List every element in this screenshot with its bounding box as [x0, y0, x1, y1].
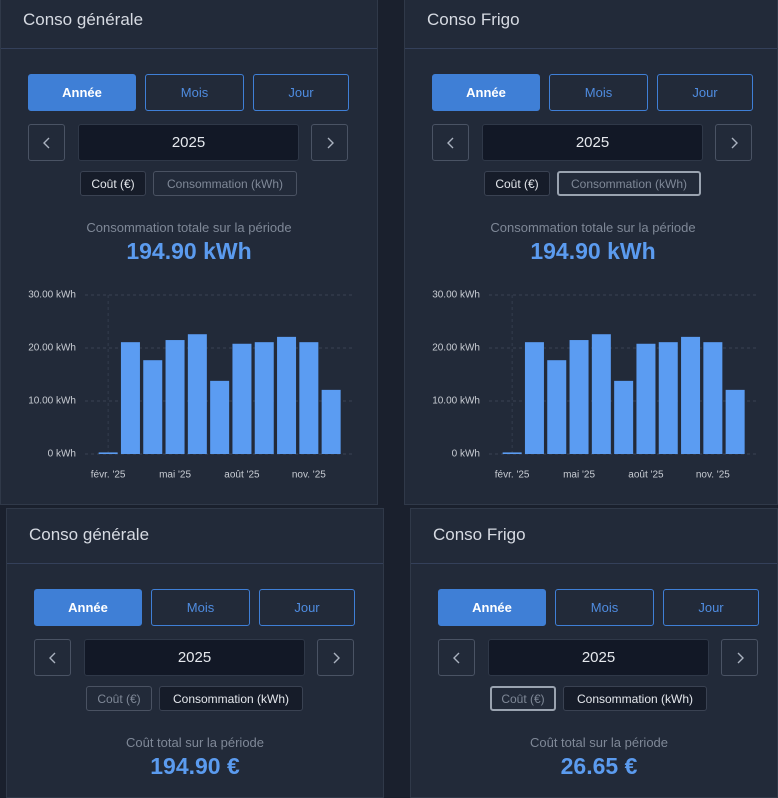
bar: [658, 342, 678, 454]
toggle-button[interactable]: Coût (€): [80, 171, 146, 196]
next-button[interactable]: [721, 639, 758, 676]
year-display: 2025: [488, 639, 709, 676]
panel-title: Conso générale: [23, 10, 144, 29]
total-label: Coût total sur la période: [529, 735, 669, 750]
period-button[interactable]: Année: [438, 589, 546, 626]
chevron-icon: [42, 137, 49, 148]
prev-button[interactable]: [28, 124, 65, 161]
bar: [502, 452, 522, 454]
bar: [98, 452, 118, 454]
bar: [547, 360, 567, 454]
chevron-icon: [333, 652, 340, 663]
period-button[interactable]: Mois: [555, 589, 654, 626]
total-value: 194.90 kWh: [126, 238, 252, 264]
next-button[interactable]: [715, 124, 752, 161]
bar: [120, 342, 140, 454]
bar: [232, 343, 252, 454]
period-button[interactable]: Mois: [549, 74, 648, 111]
total-label: Consommation totale sur la période: [490, 220, 696, 235]
period-button[interactable]: Mois: [145, 74, 244, 111]
chevron-icon: [737, 652, 744, 663]
chart: 0 kWh 10.00 kWh 20.00 kWh 30.00 kWh févr. '2…: [28, 290, 355, 481]
chevron-icon: [452, 652, 459, 663]
prev-button[interactable]: [438, 639, 475, 676]
y-tick-label: 10.00 kWh: [432, 396, 480, 407]
y-tick-label: 30.00 kWh: [432, 290, 480, 301]
period-button[interactable]: Jour: [253, 74, 349, 111]
x-tick-label: mai '25: [159, 470, 191, 481]
prev-button[interactable]: [432, 124, 469, 161]
bar: [569, 340, 589, 454]
prev-button[interactable]: [34, 639, 71, 676]
bar: [143, 360, 163, 454]
header-divider: [405, 48, 777, 49]
panel-title: Conso Frigo: [427, 10, 520, 29]
year-display: 2025: [84, 639, 305, 676]
bar: [614, 380, 634, 454]
chevron-icon: [731, 137, 738, 148]
x-tick-label: août '25: [628, 470, 664, 481]
year-display: 2025: [78, 124, 299, 161]
bar: [210, 380, 230, 454]
total-value: 194.90 kWh: [530, 238, 656, 264]
header-divider: [7, 563, 383, 564]
bar: [591, 334, 611, 454]
next-button[interactable]: [311, 124, 348, 161]
x-tick-label: nov. '25: [292, 470, 326, 481]
period-button[interactable]: Année: [34, 589, 142, 626]
year-display: 2025: [482, 124, 703, 161]
bar: [254, 342, 274, 454]
x-tick-label: févr. '25: [495, 470, 530, 481]
bar: [277, 336, 297, 454]
bar: [187, 334, 207, 454]
chart: 0 kWh 10.00 kWh 20.00 kWh 30.00 kWh févr. '2…: [432, 290, 759, 481]
bar: [681, 336, 701, 454]
period-button[interactable]: Mois: [151, 589, 250, 626]
panel-title: Conso générale: [29, 525, 150, 544]
toggle-button[interactable]: Coût (€): [484, 171, 550, 196]
toggle-button[interactable]: Coût (€): [86, 686, 152, 711]
bar: [636, 343, 656, 454]
bar: [321, 389, 341, 454]
x-tick-label: févr. '25: [91, 470, 126, 481]
y-tick-label: 0 kWh: [48, 449, 76, 460]
period-button[interactable]: Année: [432, 74, 540, 111]
toggle-button[interactable]: Consommation (kWh): [153, 171, 297, 196]
y-tick-label: 10.00 kWh: [28, 396, 76, 407]
x-tick-label: août '25: [224, 470, 260, 481]
y-tick-label: 20.00 kWh: [432, 343, 480, 354]
bar: [725, 389, 745, 454]
total-value: 194.90 €: [150, 753, 240, 779]
period-button[interactable]: Jour: [663, 589, 759, 626]
next-button[interactable]: [317, 639, 354, 676]
period-button[interactable]: Année: [28, 74, 136, 111]
bar: [524, 342, 544, 454]
chevron-icon: [48, 652, 55, 663]
bar: [165, 340, 185, 454]
chevron-icon: [327, 137, 334, 148]
bar: [703, 342, 723, 454]
y-tick-label: 30.00 kWh: [28, 290, 76, 301]
x-tick-label: nov. '25: [696, 470, 730, 481]
header-divider: [411, 563, 777, 564]
bar: [299, 342, 319, 454]
chevron-icon: [446, 137, 453, 148]
total-label: Consommation totale sur la période: [86, 220, 292, 235]
toggle-button[interactable]: Consommation (kWh): [563, 686, 707, 711]
period-button[interactable]: Jour: [657, 74, 753, 111]
header-divider: [1, 48, 377, 49]
toggle-button[interactable]: Consommation (kWh): [159, 686, 303, 711]
panel-title: Conso Frigo: [433, 525, 526, 544]
y-tick-label: 20.00 kWh: [28, 343, 76, 354]
total-label: Coût total sur la période: [125, 735, 265, 750]
toggle-button[interactable]: Consommation (kWh): [557, 171, 701, 196]
period-button[interactable]: Jour: [259, 589, 355, 626]
total-value: 26.65 €: [560, 753, 638, 779]
y-tick-label: 0 kWh: [452, 449, 480, 460]
x-tick-label: mai '25: [563, 470, 595, 481]
toggle-button[interactable]: Coût (€): [490, 686, 556, 711]
